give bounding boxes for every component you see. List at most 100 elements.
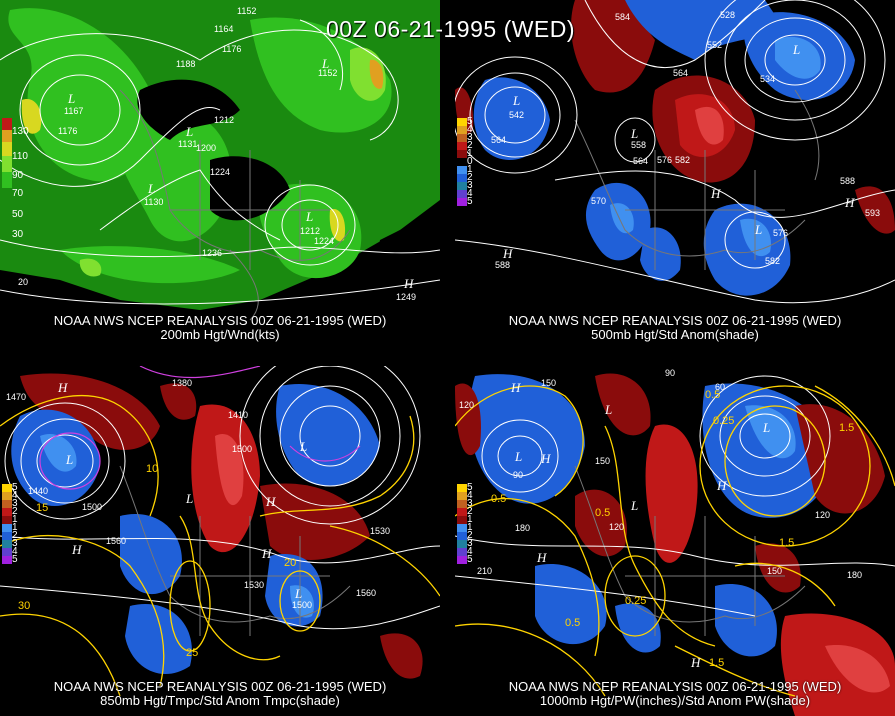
map-1000mb: H L L H L H H L H 150 90 120 60 90 150 180 120 120 1…	[455, 368, 895, 716]
cb-label: 110	[12, 151, 28, 162]
svg-text:L: L	[67, 91, 75, 106]
svg-text:0.5: 0.5	[705, 389, 720, 401]
svg-text:210: 210	[477, 566, 492, 576]
svg-text:582: 582	[765, 256, 780, 266]
cb-label: 3	[467, 132, 473, 143]
svg-text:20: 20	[18, 277, 28, 287]
svg-text:15: 15	[36, 502, 48, 514]
cb-label: 90	[12, 170, 24, 181]
svg-text:1530: 1530	[244, 580, 264, 590]
cb-label: 4	[467, 188, 473, 199]
svg-text:20: 20	[284, 557, 296, 569]
svg-text:1560: 1560	[106, 536, 126, 546]
svg-text:90: 90	[665, 368, 675, 378]
svg-text:60: 60	[715, 382, 725, 392]
cb-label: 2	[12, 506, 18, 517]
svg-text:L: L	[321, 56, 329, 71]
svg-text:120: 120	[609, 522, 624, 532]
svg-text:1530: 1530	[370, 526, 390, 536]
cb-label: 3	[12, 538, 18, 549]
svg-text:0.5: 0.5	[491, 493, 506, 505]
svg-text:0.5: 0.5	[595, 507, 610, 519]
svg-text:25: 25	[186, 647, 198, 659]
cb-label: 1	[467, 148, 473, 159]
svg-text:180: 180	[515, 523, 530, 533]
svg-text:1560: 1560	[356, 588, 376, 598]
svg-text:570: 570	[591, 196, 606, 206]
svg-text:H: H	[265, 494, 276, 509]
svg-text:H: H	[540, 451, 551, 466]
svg-text:564: 564	[673, 68, 688, 78]
cb-label: 4	[12, 490, 18, 501]
page-title: 00Z 06-21-1995 (WED)	[326, 16, 576, 42]
svg-text:534: 534	[760, 74, 775, 84]
svg-text:1164: 1164	[214, 24, 233, 34]
svg-text:H: H	[261, 546, 272, 561]
svg-text:L: L	[604, 402, 612, 417]
svg-text:1236: 1236	[202, 248, 222, 258]
svg-text:1212: 1212	[300, 226, 320, 236]
colorbar-anom	[457, 484, 467, 564]
svg-text:H: H	[536, 550, 547, 565]
svg-text:1500: 1500	[82, 502, 102, 512]
svg-text:L: L	[294, 586, 302, 601]
cb-label: 3	[467, 538, 473, 549]
svg-text:1410: 1410	[228, 410, 248, 420]
svg-text:1500: 1500	[292, 600, 312, 610]
cb-label: 30	[12, 229, 24, 240]
svg-text:H: H	[403, 276, 414, 291]
cb-label: 1	[467, 514, 473, 525]
svg-text:1130: 1130	[144, 197, 163, 207]
panel-subcaption: 200mb Hgt/Wnd(kts)	[160, 327, 280, 342]
cb-label: 4	[12, 546, 18, 557]
panel-caption: NOAA NWS NCEP REANALYSIS 00Z 06-21-1995 …	[508, 679, 842, 694]
svg-text:H: H	[710, 186, 721, 201]
cb-label: 1	[12, 514, 18, 525]
svg-text:120: 120	[459, 400, 474, 410]
svg-text:L: L	[762, 420, 770, 435]
cb-label: 5	[12, 554, 18, 565]
cb-label: 5	[12, 482, 18, 493]
panel-caption: NOAA NWS NCEP REANALYSIS 00Z 06-21-1995 …	[53, 679, 387, 694]
svg-text:576: 576	[773, 228, 788, 238]
svg-text:1224: 1224	[314, 236, 334, 246]
svg-text:L: L	[65, 452, 73, 467]
svg-text:150: 150	[541, 378, 556, 388]
svg-text:1.5: 1.5	[839, 422, 854, 434]
svg-text:1470: 1470	[6, 392, 26, 402]
svg-text:1.5: 1.5	[779, 537, 794, 549]
svg-text:1188: 1188	[176, 59, 195, 69]
cb-label: 70	[12, 188, 24, 199]
svg-text:588: 588	[840, 176, 855, 186]
panel-subcaption: 850mb Hgt/Tmpc/Std Anom Tmpc(shade)	[100, 693, 340, 708]
svg-text:L: L	[514, 449, 522, 464]
svg-text:0.5: 0.5	[565, 617, 580, 629]
svg-text:1380: 1380	[172, 378, 192, 388]
svg-text:H: H	[716, 478, 727, 493]
cb-label: 2	[12, 530, 18, 541]
cb-label: 5	[467, 116, 473, 127]
svg-text:90: 90	[513, 470, 523, 480]
svg-text:150: 150	[767, 566, 782, 576]
panel-200mb: L L L L L H 1152 1164 1176 1188 1152 1167 1176 12…	[0, 0, 440, 350]
svg-text:1200: 1200	[196, 143, 216, 153]
svg-text:593: 593	[865, 208, 880, 218]
colorbar-anom	[457, 118, 467, 206]
cb-label: 5	[467, 196, 473, 207]
svg-text:L: L	[185, 491, 193, 506]
svg-text:120: 120	[815, 510, 830, 520]
cb-label: 2	[467, 506, 473, 517]
cb-label: 2	[467, 140, 473, 151]
svg-text:588: 588	[495, 260, 510, 270]
svg-text:558: 558	[631, 140, 646, 150]
cb-label: 4	[467, 546, 473, 557]
svg-text:L: L	[305, 209, 313, 224]
panel-1000mb: H L L H L H H L H 150 90 120 60 90 150 180 120 120 1…	[455, 366, 895, 716]
svg-text:H: H	[71, 542, 82, 557]
svg-text:1249: 1249	[396, 292, 416, 302]
svg-text:H: H	[502, 246, 513, 261]
svg-text:582: 582	[675, 155, 690, 165]
cb-label: 4	[467, 124, 473, 135]
